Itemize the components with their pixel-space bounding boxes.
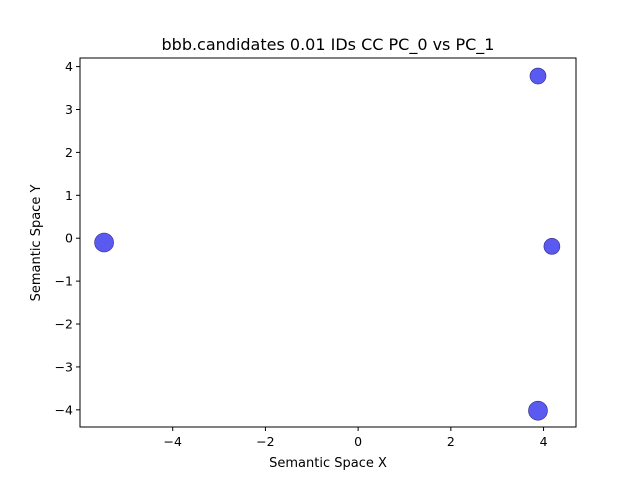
y-tick-label: −2 [55,317,73,332]
data-points [94,67,561,421]
y-tick-label: 1 [65,188,73,203]
plot-area-frame [79,57,577,428]
y-tick-label: −3 [55,359,73,374]
y-tick-label: 2 [65,145,73,160]
x-tick-label: 2 [447,434,455,449]
y-tick-label: −4 [55,402,73,417]
y-tick-label: −1 [55,274,73,289]
scatter-point [529,67,547,85]
scatter-point [94,232,114,253]
y-tick-label: 0 [65,231,73,246]
scatter-point [543,238,561,255]
axis-ticks: −4 −2 0 2 4 −4 −3 −2 −1 0 1 2 3 4 [55,59,548,449]
x-tick-label: 0 [354,434,362,449]
x-tick-label: −4 [163,434,181,449]
y-tick-label: 4 [65,59,73,74]
chart-title: bbb.candidates 0.01 IDs CC PC_0 vs PC_1 [162,35,495,55]
y-tick-label: 3 [65,102,73,117]
y-axis-label: Semantic Space Y [29,185,44,302]
scatter-point [528,400,548,421]
x-tick-label: −2 [256,434,274,449]
x-axis-label: Semantic Space X [269,456,387,471]
x-tick-label: 4 [540,434,548,449]
